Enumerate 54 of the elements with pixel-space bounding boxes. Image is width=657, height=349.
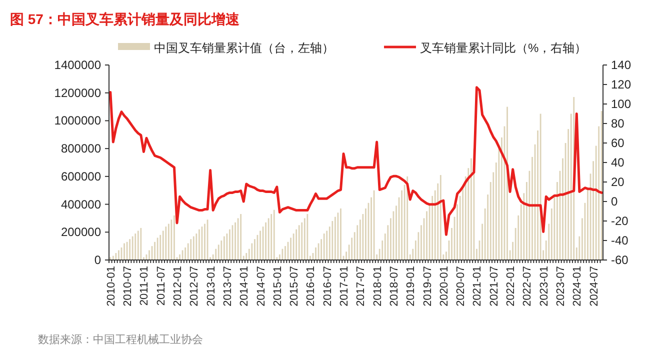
y-tick-label: 800000 xyxy=(60,142,102,156)
y2-tick-label: 0 xyxy=(611,194,618,208)
y2-tick-label: -40 xyxy=(611,234,629,248)
x-tick-label: 2021-01 xyxy=(472,266,484,306)
x-tick-label: 2018-01 xyxy=(372,266,384,306)
y2-tick-label: 40 xyxy=(611,156,625,170)
x-tick-label: 2021-07 xyxy=(488,266,500,306)
x-tick-label: 2017-01 xyxy=(338,266,351,306)
x-tick-label: 2022-07 xyxy=(522,266,534,306)
x-tick-label: 2022-01 xyxy=(505,266,518,306)
y2-tick-label: 120 xyxy=(611,78,632,92)
y2-tick-label: 80 xyxy=(611,116,625,130)
x-tick-label: 2010-07 xyxy=(122,266,134,306)
x-tick-label: 2014-07 xyxy=(255,266,268,306)
x-tick-label: 2019-01 xyxy=(405,266,418,306)
x-tick-label: 2011-07 xyxy=(155,266,168,306)
x-tick-label: 2014-01 xyxy=(238,266,251,306)
x-tick-label: 2020-01 xyxy=(438,266,450,306)
x-tick-label: 2015-01 xyxy=(272,266,284,306)
y2-tick-label: 100 xyxy=(611,97,632,111)
x-tick-label: 2019-07 xyxy=(422,266,434,306)
y-tick-label: 600000 xyxy=(60,169,102,184)
x-tick-label: 2016-07 xyxy=(322,266,334,306)
x-tick-label: 2013-01 xyxy=(205,266,218,306)
x-tick-label: 2017-07 xyxy=(355,266,368,306)
x-tick-label: 2015-07 xyxy=(288,266,301,306)
y-tick-label: 200000 xyxy=(60,225,102,240)
y-tick-label: 400000 xyxy=(60,197,102,212)
x-tick-label: 2024-07 xyxy=(588,266,600,306)
x-tick-label: 2012-01 xyxy=(172,266,184,306)
x-tick-label: 2011-01 xyxy=(138,266,151,306)
chart-title: 图 57：中国叉车累计销量及同比增速 xyxy=(10,11,240,27)
legend-label: 叉车销量累计同比（%，右轴） xyxy=(420,41,587,55)
x-tick-label: 2024-01 xyxy=(572,266,584,306)
y-tick-label: 1000000 xyxy=(54,114,102,128)
y-tick-label: 1200000 xyxy=(54,86,102,100)
x-tick-label: 2012-07 xyxy=(188,266,201,306)
source-note: 数据来源：中国工程机械工业协会 xyxy=(38,333,203,346)
y-tick-label: 1400000 xyxy=(54,58,102,72)
y2-tick-label: -20 xyxy=(611,214,629,228)
x-tick-label: 2023-07 xyxy=(554,266,567,306)
x-tick-label: 2018-07 xyxy=(388,266,400,306)
y2-tick-label: 140 xyxy=(611,58,632,72)
legend-label: 中国叉车销量累计值（台，左轴） xyxy=(154,41,334,55)
x-tick-label: 2020-07 xyxy=(455,266,468,306)
x-tick-label: 2016-01 xyxy=(305,266,318,306)
x-tick-label: 2010-01 xyxy=(105,266,118,306)
line-series xyxy=(109,86,603,236)
y2-tick-label: 20 xyxy=(611,175,625,189)
x-tick-label: 2023-01 xyxy=(538,266,550,306)
y2-tick-label: -60 xyxy=(611,253,629,267)
y-tick-label: 0 xyxy=(94,253,102,267)
x-tick-label: 2013-07 xyxy=(222,266,234,306)
y2-tick-label: 60 xyxy=(611,136,625,150)
